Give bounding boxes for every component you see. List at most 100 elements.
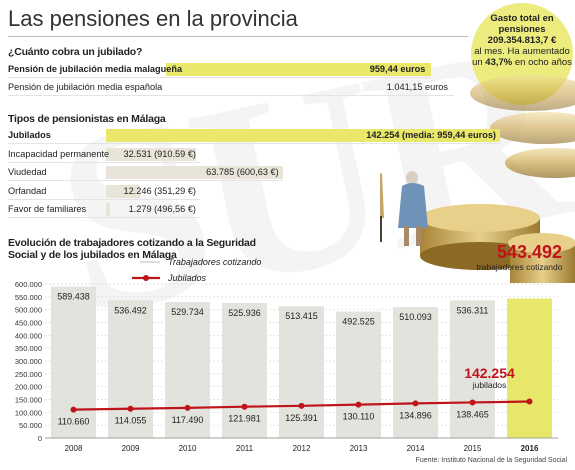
bar-2011 (222, 303, 267, 438)
bubble-text-2: en ocho años (514, 57, 572, 68)
x-tick-label: 2012 (293, 444, 311, 453)
y-tick-label: 50.000 (19, 421, 42, 430)
bar-value-label: 589.438 (57, 292, 90, 302)
jubilados-point (298, 402, 305, 409)
pensioner-type-value: 32.531 (910.59 €) (123, 148, 196, 159)
x-tick-label: 2008 (65, 444, 83, 453)
pensioner-type-row-divider (8, 161, 200, 163)
y-tick-label: 450.000 (15, 319, 42, 328)
bar-2013 (336, 311, 381, 438)
pensioner-type-row-divider (8, 143, 500, 144)
pension-row-divider (8, 77, 432, 78)
x-tick-label: 2014 (407, 444, 425, 453)
pensioner-type-row-divider (8, 180, 283, 181)
annotation-workers-text: trabajadores cotizando (476, 262, 562, 272)
jubilados-point (469, 399, 476, 406)
bar-2008 (51, 286, 96, 438)
jubilados-point (70, 406, 77, 413)
bar-value-label: 510.093 (399, 312, 432, 322)
pensioner-type-value: 1.279 (496,56 €) (128, 204, 196, 214)
bar-2016 (507, 298, 552, 438)
pensioner-type-value: 63.785 (600,63 €) (206, 167, 279, 177)
bubble-heading: Gasto total en pensiones (490, 13, 554, 35)
pension-row-divider (8, 95, 454, 96)
pensioner-type-bar (106, 166, 283, 179)
pensioner-type-label: Incapacidad permanente (8, 148, 110, 159)
y-tick-label: 0 (38, 434, 42, 443)
bar-2012 (279, 306, 324, 438)
jubilados-value-label: 134.896 (399, 410, 432, 420)
bar-value-label: 525.936 (228, 308, 261, 318)
bar-2015 (450, 300, 495, 438)
pension-value: 1.041,15 euros (386, 82, 448, 92)
x-tick-label: 2009 (122, 444, 140, 453)
jubilados-value-label: 130.110 (343, 412, 375, 422)
bar-value-label: 492.525 (342, 317, 375, 327)
y-tick-label: 250.000 (15, 370, 42, 379)
pensioner-type-label: Favor de familiares (8, 204, 87, 214)
section-types-heading: Tipos de pensionistas en Málaga (8, 113, 166, 125)
jubilados-point (412, 400, 419, 407)
jubilados-value-label: 114.055 (115, 416, 147, 426)
jubilados-point (241, 403, 248, 410)
jubilados-point (127, 405, 134, 412)
jubilados-value-label: 117.490 (172, 415, 204, 425)
pensioner-type-row-divider (8, 217, 200, 218)
source-note: Fuente: Instituto Nacional de la Segurid… (415, 457, 567, 464)
section-pension-heading: ¿Cuánto cobra un jubilado? (8, 46, 143, 58)
pensioner-type-row-divider (8, 198, 200, 200)
pensioner-type-bar (106, 129, 500, 142)
y-tick-label: 200.000 (15, 383, 42, 392)
chart-title: Evolución de trabajadores cotizando a la… (8, 237, 258, 261)
x-tick-label: 2011 (236, 444, 254, 453)
jubilados-point (526, 398, 533, 405)
bar-value-label: 513.415 (285, 311, 318, 321)
annotation-retirees-value: 142.254 (464, 365, 515, 381)
annotation-workers-value: 543.492 (497, 242, 562, 262)
annotation-retirees-text: jubilados (472, 380, 507, 390)
pensioner-type-bar (106, 147, 197, 161)
pensioner-type-label: Orfandad (8, 185, 47, 196)
y-tick-label: 500.000 (15, 306, 42, 315)
legend-workers-label: Trabajadores cotizando (168, 257, 261, 267)
bar-2010 (165, 302, 210, 438)
y-tick-label: 600.000 (15, 280, 42, 289)
jubilados-point (355, 401, 362, 408)
page-title: Las pensiones en la provincia (8, 6, 298, 31)
jubilados-value-label: 125.391 (285, 413, 318, 423)
pensioner-type-label: Viudedad (8, 167, 47, 177)
y-tick-label: 300.000 (15, 357, 42, 366)
bubble-percent: 43,7% (485, 57, 513, 68)
y-tick-label: 100.000 (15, 408, 42, 417)
x-tick-label: 2013 (350, 444, 368, 453)
bar-value-label: 536.492 (114, 305, 147, 315)
y-tick-label: 150.000 (15, 396, 42, 405)
jubilados-value-label: 138.465 (456, 409, 489, 419)
y-tick-label: 350.000 (15, 344, 42, 353)
bubble-amount: 209.354.813,7 € (487, 35, 557, 46)
pension-bar (166, 63, 432, 76)
title-divider (8, 36, 468, 37)
pensioner-type-label: Jubilados (8, 130, 51, 140)
y-tick-label: 550.000 (15, 293, 42, 302)
x-tick-label: 2016 (521, 444, 539, 453)
chart-title-text: Evolución de trabajadores cotizando a la… (8, 237, 256, 261)
bubble-text-1: al mes. Ha aumentado un (472, 46, 570, 68)
legend-retirees-label: Jubilados (167, 273, 207, 283)
y-tick-label: 400.000 (15, 331, 42, 340)
bar-2014 (393, 307, 438, 438)
pensioner-type-bar (106, 203, 110, 216)
bar-value-label: 529.734 (171, 307, 204, 317)
legend-retirees-marker (143, 275, 149, 281)
x-tick-label: 2010 (179, 444, 197, 453)
pensioner-man-icon (380, 172, 384, 242)
pensioner-woman-icon (398, 171, 428, 246)
pensioner-type-value: 12.246 (351,29 €) (123, 185, 196, 196)
jubilados-point (184, 404, 191, 411)
pension-value: 959,44 euros (369, 64, 426, 74)
pensioner-type-value: 142.254 (media: 959,44 euros) (366, 130, 496, 140)
coins-illustration (380, 75, 575, 283)
pension-label: Pensión de jubilación media malagueña (8, 64, 183, 74)
x-tick-label: 2015 (464, 444, 482, 453)
